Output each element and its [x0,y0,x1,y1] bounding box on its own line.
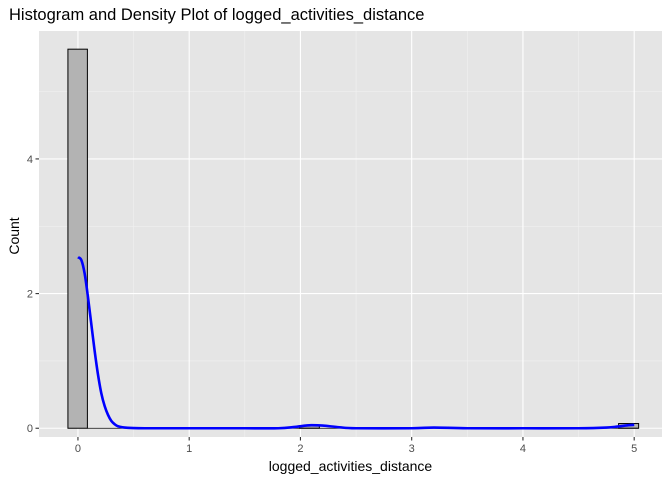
x-axis-title: logged_activities_distance [269,458,433,474]
y-tick-label: 0 [27,423,33,435]
x-tick-label: 3 [409,443,415,455]
x-axis: 0 1 2 3 4 5 [75,437,637,455]
y-axis-title: Count [6,217,22,254]
y-tick-label: 2 [27,289,33,301]
y-axis: 0 2 4 [27,154,39,435]
x-tick-label: 4 [520,443,526,455]
y-tick-label: 4 [27,154,33,166]
histogram-bar [67,48,88,429]
x-tick-label: 2 [297,443,303,455]
chart-title: Histogram and Density Plot of logged_act… [9,6,424,24]
x-tick-label: 0 [75,443,81,455]
density-curve [77,256,635,430]
minor-gridlines [39,31,662,437]
plot-panel [39,31,662,437]
x-tick-label: 1 [186,443,192,455]
x-tick-label: 5 [631,443,637,455]
